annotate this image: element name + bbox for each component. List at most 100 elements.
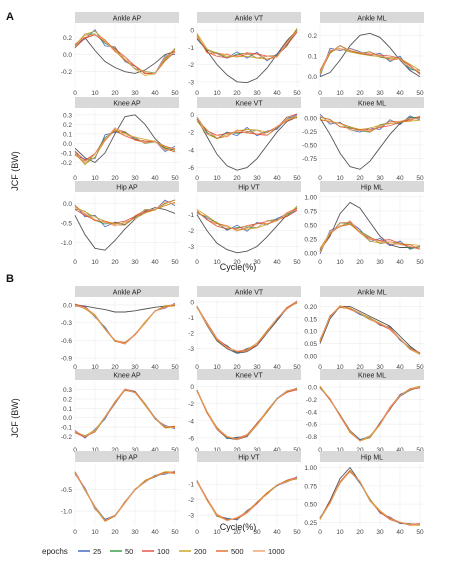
x-tick-label: 20	[111, 364, 119, 371]
panel-title-b-knee-ml: Knee ML	[358, 373, 386, 380]
x-tick-label: 40	[273, 259, 281, 266]
y-tick-label: -0.1	[61, 425, 73, 432]
x-tick-label: 20	[356, 529, 364, 536]
reference-line	[319, 386, 421, 441]
y-tick-label: 0	[190, 300, 194, 307]
x-tick-label: 50	[293, 364, 301, 371]
x-tick-label: 20	[111, 259, 119, 266]
panel-strip-a-knee-ml	[320, 97, 424, 108]
x-tick-label: 0	[73, 259, 77, 266]
y-tick-label: 0.00	[304, 251, 317, 258]
x-tick-label: 10	[336, 529, 344, 536]
panel-b-ankle-ap: Ankle AP -0.9 -0.6 -0.3 0.0 0 10 20 30 40 50	[61, 286, 179, 371]
y-tick-label: -3	[188, 79, 194, 86]
y-tick-label: 0.1	[308, 54, 317, 61]
panel-strip-b-knee-vt	[197, 369, 301, 380]
series-line-epochs-200	[196, 477, 298, 521]
series-line-epochs-1000	[74, 34, 176, 75]
x-tick-label: 40	[273, 447, 281, 454]
series-line-epochs-25	[319, 386, 421, 440]
x-tick-label: 30	[131, 175, 139, 182]
y-tick-label: 0.0	[63, 141, 72, 148]
x-tick-label: 10	[91, 259, 99, 266]
legend-label-100: 100	[157, 547, 170, 556]
series-line-epochs-1000	[319, 48, 421, 75]
x-tick-label: 50	[171, 364, 179, 371]
x-tick-label: 10	[336, 90, 344, 97]
y-tick-label: 0.25	[304, 520, 317, 527]
y-tick-label: -0.2	[306, 397, 318, 404]
x-tick-label: 10	[213, 90, 221, 97]
series-line-epochs-500	[319, 115, 421, 133]
x-tick-label: 0	[195, 90, 199, 97]
series-line-epochs-1000	[196, 30, 298, 59]
panel-title-b-hip-ap: Hip AP	[116, 455, 138, 462]
y-tick-label: -1	[188, 212, 194, 219]
x-tick-label: 0	[73, 90, 77, 97]
x-tick-label: 20	[356, 259, 364, 266]
x-tick-label: 30	[131, 529, 139, 536]
reference-line	[196, 207, 298, 254]
x-tick-label: 50	[171, 175, 179, 182]
x-tick-label: 0	[195, 259, 199, 266]
x-tick-label: 30	[376, 529, 384, 536]
x-tick-label: 10	[213, 364, 221, 371]
x-tick-label: 10	[91, 364, 99, 371]
y-tick-label: 0	[190, 28, 194, 35]
panel-strip-a-hip-ap	[75, 181, 179, 192]
reference-line	[319, 305, 421, 354]
x-tick-label: 40	[396, 259, 404, 266]
reference-line	[319, 32, 421, 78]
reference-line	[74, 472, 175, 521]
series-line-epochs-1000	[74, 201, 176, 227]
legend-label-200: 200	[194, 547, 207, 556]
series-line-epochs-200	[319, 305, 421, 355]
panel-title-b-hip-vt: Hip VT	[238, 455, 260, 462]
x-tick-label: 20	[233, 259, 241, 266]
x-tick-label: 30	[376, 90, 384, 97]
y-tick-label: -0.2	[61, 69, 73, 76]
panel-b-ankle-vt: Ankle VT -3 -2 -1 0 0 10 20 30 40 50	[188, 286, 301, 371]
x-tick-label: 10	[213, 259, 221, 266]
x-tick-label: 20	[233, 447, 241, 454]
x-tick-label: 0	[318, 447, 322, 454]
y-tick-label: -1.0	[61, 509, 73, 516]
series-line-epochs-500	[196, 388, 298, 440]
series-line-epochs-500	[319, 306, 421, 354]
x-tick-label: 40	[151, 175, 159, 182]
y-tick-label: 0.2	[63, 35, 72, 42]
series-line-epochs-200	[196, 302, 298, 352]
x-tick-label: 0	[195, 529, 199, 536]
x-tick-label: 50	[416, 447, 424, 454]
reference-line	[319, 116, 421, 170]
x-tick-label: 0	[195, 447, 199, 454]
legend-label-1000: 1000	[268, 547, 285, 556]
panel-strip-b-ankle-ml	[320, 286, 424, 297]
y-tick-label: -2	[188, 331, 194, 338]
series-line-epochs-200	[319, 48, 421, 72]
y-tick-label: 0.05	[304, 341, 317, 348]
panel-b-ankle-ml: Ankle ML 0.00 0.05 0.10 0.15 0.20 0 10 20 30 40 50	[304, 286, 424, 371]
x-tick-label: 10	[91, 447, 99, 454]
series-line-epochs-100	[196, 300, 298, 353]
y-tick-label: 0.1	[63, 406, 72, 413]
x-tick-label: 40	[396, 447, 404, 454]
series-line-epochs-100	[74, 303, 176, 345]
x-tick-label: 40	[151, 529, 159, 536]
reference-line	[196, 388, 298, 441]
x-tick-label: 20	[233, 90, 241, 97]
x-tick-label: 0	[318, 175, 322, 182]
x-tick-label: 10	[336, 259, 344, 266]
x-tick-label: 50	[416, 259, 424, 266]
x-tick-label: 0	[318, 90, 322, 97]
panel-a-ankle-ml: Ankle ML 0.0 0.1 0.2 0 10 20 30 40 50	[308, 12, 424, 97]
x-tick-label: 30	[253, 364, 261, 371]
x-tick-label: 40	[396, 529, 404, 536]
panel-a-knee-ml: Knee ML -0.75 -0.50 -0.25 0.00 0 10 20 30 40 50	[302, 97, 424, 182]
y-tick-label: 0.00	[304, 354, 317, 361]
y-tick-label: -0.75	[302, 156, 317, 163]
panel-b-knee-ml: Knee ML -0.8 -0.6 -0.4 -0.2 0.0 0 10 20 30 40 50	[306, 369, 424, 454]
series-line-epochs-25	[74, 389, 176, 439]
y-axis-title-b: JCF (BW)	[10, 398, 20, 438]
section-label-a: A	[6, 11, 14, 23]
